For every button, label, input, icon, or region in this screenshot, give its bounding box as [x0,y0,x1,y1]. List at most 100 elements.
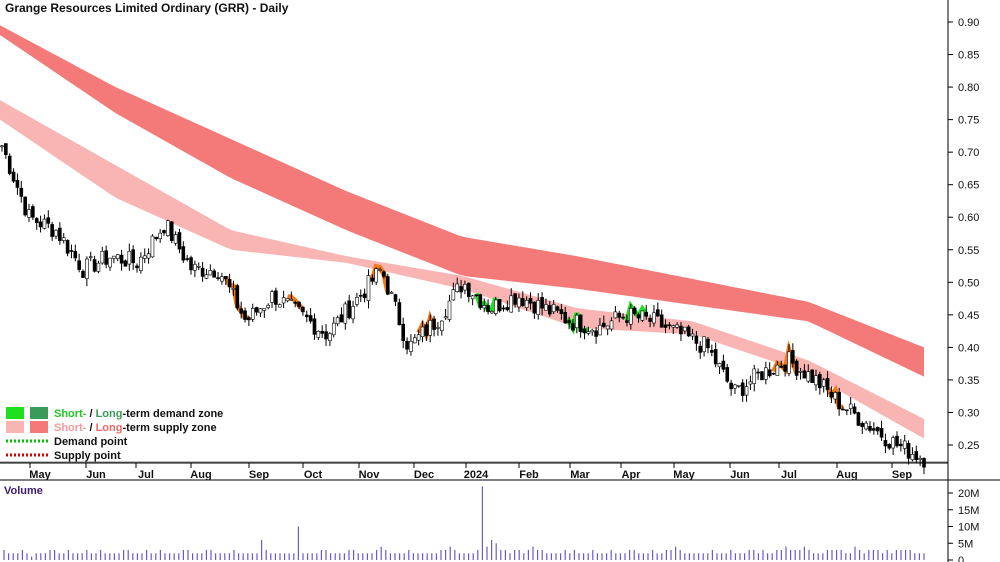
candle-body [65,240,70,254]
candle-body [77,260,81,270]
candle-body [459,286,463,293]
candle-body [150,235,155,258]
candle-body [683,326,687,332]
candle-body [374,268,379,283]
candle-body [756,371,760,374]
candle-body [575,314,579,329]
candle-body [899,443,903,447]
price-tick-label: 0.40 [958,342,979,354]
candle-body [848,403,853,409]
candle-body [58,227,62,241]
time-tick-label: Sep [249,469,269,481]
legend-supply-point: Supply point [54,450,121,462]
candle-body [420,326,425,338]
candle-body [54,229,58,237]
candle-body [297,301,301,308]
candle-body [540,297,544,309]
candle-body [513,293,517,305]
candle-body [717,363,722,368]
candle-body [193,263,197,271]
time-tick-label: Jun [730,469,750,481]
candle-body [247,317,251,321]
time-tick-label: Apr [622,469,642,481]
candle-body [88,256,93,258]
candle-body [814,375,818,386]
candle-body [301,306,305,313]
candle-body [378,269,382,271]
candle-body [254,307,259,313]
candle-body [328,333,332,342]
candlestick-series [0,143,926,475]
candle-body [304,314,309,318]
candle-body [613,311,618,319]
time-tick-label: Jun [86,469,106,481]
price-tick-label: 0.75 [958,115,979,127]
candle-body [783,364,787,372]
candle-body [659,314,664,328]
candle-body [281,297,286,304]
candle-body [208,269,213,276]
candle-body [85,258,89,279]
candle-body [598,324,602,336]
candle-body [837,391,841,410]
candle-body [69,250,74,252]
candle-body [258,308,263,314]
candle-body [277,304,282,308]
candle-body [38,221,43,228]
candle-body [918,458,922,460]
candle-body [235,285,240,309]
candle-body [629,307,633,325]
candle-body [771,372,776,375]
candle-body [632,307,637,315]
candle-body [578,314,583,333]
candle-body [602,322,606,327]
candle-body [609,320,614,330]
price-tick-label: 0.90 [958,17,979,29]
candle-body [177,232,182,250]
candle-body [355,296,359,305]
candle-body [135,265,139,269]
price-tick-label: 0.50 [958,277,979,289]
price-tick-label: 0.60 [958,212,979,224]
candle-body [829,391,834,398]
candle-body [852,406,857,414]
time-tick-label: Aug [836,469,857,481]
candle-body [223,276,228,280]
candle-body [216,277,220,279]
candle-body [409,340,413,352]
candle-body [31,206,35,218]
candle-body [906,443,911,459]
candle-body [841,408,845,411]
time-tick-label: Mar [570,469,590,481]
candle-body [119,254,124,264]
candle-body [81,270,85,278]
candle-body [667,324,672,327]
price-tick-label: 0.65 [958,180,979,192]
candle-body [675,324,679,328]
candle-body [567,320,571,324]
candle-body [544,304,548,311]
candle-body [339,314,344,323]
candle-body [818,374,822,389]
candle-body [227,278,232,288]
candle-body [690,333,695,337]
legend-demand-point: Demand point [54,436,128,448]
candle-body [451,289,456,301]
candle-body [621,316,625,319]
price-tick-label: 0.30 [958,407,979,419]
candle-body [162,230,166,234]
candle-body [416,334,421,341]
time-tick-label: Jul [781,469,797,481]
candle-body [366,275,371,302]
candle-body [729,382,733,390]
time-tick-label: Oct [304,469,323,481]
candle-body [324,331,328,340]
candle-body [883,440,888,447]
candle-body [571,323,575,331]
candle-body [868,426,872,431]
volume-axis-ticks: 20M 15M 10M 5M 0 [948,488,979,562]
candle-body [270,291,274,303]
candle-body [204,274,209,279]
candle-body [154,236,159,240]
